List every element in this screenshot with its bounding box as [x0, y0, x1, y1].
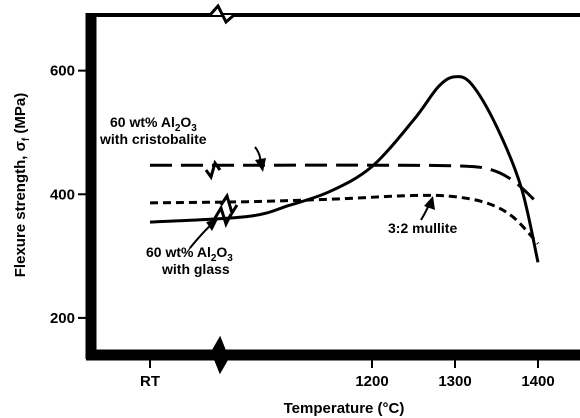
cristobalite-arrow — [255, 158, 266, 172]
x-tick-label-1: 1200 — [355, 373, 388, 390]
leader-lines — [189, 146, 435, 249]
data-series — [149, 75, 540, 263]
series-line-1 — [149, 163, 540, 205]
mullite-arrow — [424, 196, 435, 210]
series-break-marks — [204, 159, 239, 228]
x-tick-label-2: 1300 — [438, 373, 471, 390]
y-axis-title: Flexure strength, σf (MPa) — [12, 93, 32, 277]
annotation-cristobalite: 60 wt% Al2O3 with cristobalite — [99, 114, 207, 147]
series-line-2 — [149, 193, 540, 245]
annotation-glass-line2: with glass — [161, 261, 230, 277]
annotation-glass: 60 wt% Al2O3 with glass — [146, 244, 233, 277]
x-tick-label-3: 1400 — [521, 373, 554, 390]
y-axis-ticks: 200 400 600 — [50, 63, 87, 327]
cristobalite-break — [204, 159, 222, 181]
plot-frame — [85, 3, 580, 375]
y-tick-label-0: 200 — [50, 310, 75, 327]
x-axis-ticks: RT 1200 1300 1400 — [140, 360, 555, 390]
x-tick-label-0: RT — [140, 373, 160, 390]
top-axis-break — [208, 3, 235, 25]
glass-break — [213, 204, 233, 228]
annotation-cristobalite-line2: with cristobalite — [99, 131, 207, 147]
annotation-glass-line1: 60 wt% Al2O3 — [146, 244, 233, 264]
series-line-0 — [149, 75, 540, 263]
mullite-break — [219, 192, 239, 217]
y-tick-label-1: 400 — [50, 186, 75, 203]
glass-arrow — [206, 219, 218, 231]
y-tick-label-2: 600 — [50, 63, 75, 80]
annotation-cristobalite-line1: 60 wt% Al2O3 — [110, 114, 197, 134]
x-axis-title: Temperature (°C) — [284, 400, 405, 417]
bottom-axis-break — [210, 335, 230, 375]
annotation-mullite: 3:2 mullite — [388, 220, 457, 236]
